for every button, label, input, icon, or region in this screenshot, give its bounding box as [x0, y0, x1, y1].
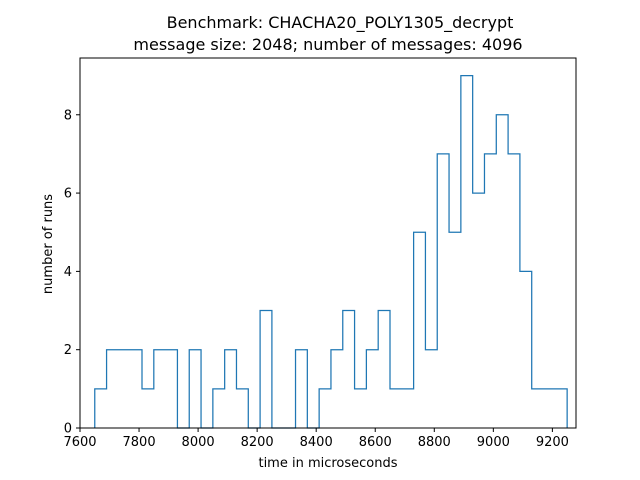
- x-tick-label: 7600: [63, 435, 96, 450]
- chart-title: Benchmark: CHACHA20_POLY1305_decrypt: [167, 13, 514, 33]
- x-tick-label: 9000: [477, 435, 510, 450]
- x-tick-label: 7800: [123, 435, 156, 450]
- x-tick-label: 8400: [300, 435, 333, 450]
- x-axis-ticks: 7600 7800 8000 8200 8400 8600 8800 9000 9200: [63, 428, 569, 450]
- x-tick-label: 8200: [241, 435, 274, 450]
- x-tick-label: 8600: [359, 435, 392, 450]
- y-tick-label: 0: [64, 422, 72, 437]
- y-tick-label: 4: [64, 265, 72, 280]
- y-tick-label: 2: [64, 343, 72, 358]
- y-tick-label: 8: [64, 108, 72, 123]
- x-tick-label: 8000: [182, 435, 215, 450]
- y-axis-label: number of runs: [41, 194, 56, 294]
- chart-subtitle: message size: 2048; number of messages: …: [133, 35, 522, 54]
- y-tick-label: 6: [64, 187, 72, 202]
- x-axis-label: time in microseconds: [258, 456, 397, 471]
- x-tick-label: 9200: [536, 435, 569, 450]
- x-tick-label: 8800: [418, 435, 451, 450]
- axes-frame: [79, 57, 577, 429]
- y-axis-ticks: 0 2 4 6 8: [64, 108, 80, 437]
